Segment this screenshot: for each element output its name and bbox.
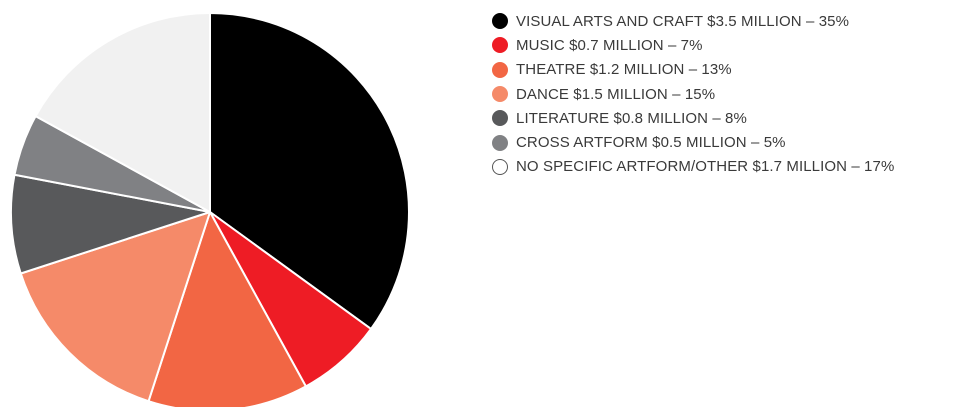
legend-label-cross-artform: CROSS ARTFORM $0.5 MILLION – 5% <box>516 134 786 152</box>
pie-slice-no-specific-artform-other <box>34 12 211 213</box>
pie-slice-theatre <box>147 211 307 407</box>
legend-swatch-cross-artform <box>492 134 508 151</box>
legend-item-theatre: THEATRE $1.2 MILLION – 13% <box>492 58 894 82</box>
pie-slice-literature <box>10 173 211 275</box>
legend-swatch-no-specific-artform <box>492 158 508 175</box>
legend-item-music: MUSIC $0.7 MILLION – 7% <box>492 33 894 57</box>
legend-item-dance: DANCE $1.5 MILLION – 15% <box>492 82 894 106</box>
legend-label-no-specific-artform: NO SPECIFIC ARTFORM/OTHER $1.7 MILLION –… <box>516 158 895 176</box>
legend-label-dance: DANCE $1.5 MILLION – 15% <box>516 85 716 103</box>
legend-swatch-theatre <box>492 61 508 78</box>
legend-swatch-literature <box>492 110 508 127</box>
pie-slice-visual-arts-and-craft <box>209 12 410 330</box>
legend-label-visual-arts-and-craft: VISUAL ARTS AND CRAFT $3.5 MILLION – 35% <box>516 12 850 30</box>
legend-item-cross-artform: CROSS ARTFORM $0.5 MILLION – 5% <box>492 130 894 154</box>
legend-swatch-music <box>492 37 508 54</box>
legend-label-literature: LITERATURE $0.8 MILLION – 8% <box>516 109 747 127</box>
legend-item-no-specific-artform: NO SPECIFIC ARTFORM/OTHER $1.7 MILLION –… <box>492 155 894 179</box>
pie-chart <box>10 12 410 407</box>
legend: VISUAL ARTS AND CRAFT $3.5 MILLION – 35%… <box>492 9 894 179</box>
legend-swatch-visual-arts-and-craft <box>492 13 508 30</box>
pie-slice-dance <box>19 211 211 403</box>
legend-item-literature: LITERATURE $0.8 MILLION – 8% <box>492 106 894 130</box>
legend-swatch-dance <box>492 86 508 103</box>
legend-label-music: MUSIC $0.7 MILLION – 7% <box>516 36 703 54</box>
legend-item-visual-arts-and-craft: VISUAL ARTS AND CRAFT $3.5 MILLION – 35% <box>492 9 894 33</box>
legend-label-theatre: THEATRE $1.2 MILLION – 13% <box>516 61 732 79</box>
